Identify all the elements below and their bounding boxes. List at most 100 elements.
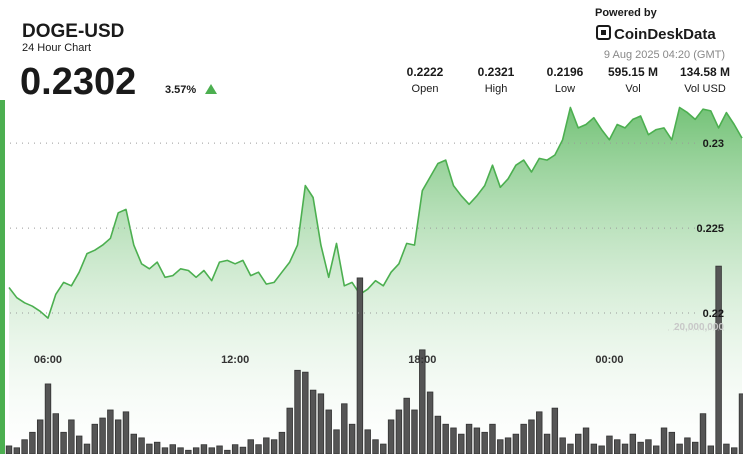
volume-bar xyxy=(75,435,83,454)
stat-value: 134.58 M xyxy=(680,65,730,79)
volume-bar xyxy=(68,419,75,454)
chart-title: DOGE-USD xyxy=(22,21,124,42)
volume-bar xyxy=(356,277,364,454)
volume-bar xyxy=(465,423,473,454)
volume-bar xyxy=(434,415,442,454)
volume-bar xyxy=(286,407,293,454)
volume-bar xyxy=(60,431,67,454)
volume-bar xyxy=(668,431,676,454)
stat-value: 595.15 M xyxy=(608,65,658,79)
volume-bar xyxy=(528,419,535,454)
volume-bar xyxy=(598,445,605,454)
volume-bar xyxy=(653,445,660,454)
volume-bar xyxy=(590,443,598,454)
volume-bar xyxy=(582,427,590,454)
y-tick-label: 0.225 xyxy=(696,223,724,235)
stat-label: Vol xyxy=(625,83,640,95)
volume-bar xyxy=(302,371,309,454)
volume-bar xyxy=(614,439,621,454)
volume-bar xyxy=(387,419,395,454)
volume-bar xyxy=(699,413,707,454)
volume-bar xyxy=(715,265,722,454)
volume-bar xyxy=(473,427,481,454)
volume-bar xyxy=(177,447,184,454)
volume-bar xyxy=(122,411,130,454)
x-tick-label: 18:00 xyxy=(408,354,436,366)
volume-bar xyxy=(278,431,286,454)
volume-bar xyxy=(216,445,223,454)
volume-bar xyxy=(44,383,52,454)
volume-bar xyxy=(458,433,465,454)
volume-bar xyxy=(208,447,215,454)
volume-bar xyxy=(660,427,668,454)
volume-bar xyxy=(146,443,153,454)
volume-bar xyxy=(192,447,200,454)
stat-value: 0.2222 xyxy=(407,65,444,79)
volume-bar xyxy=(645,439,652,454)
volume-bar xyxy=(224,449,231,454)
volume-bar xyxy=(637,441,644,454)
volume-bar xyxy=(52,413,59,454)
volume-bar xyxy=(707,445,715,454)
volume-bar xyxy=(239,446,247,454)
volume-bar xyxy=(114,419,122,454)
brand-logo xyxy=(596,25,611,40)
y-tick-label: 0.22 xyxy=(703,308,724,320)
volume-bar xyxy=(263,437,270,454)
volume-bar xyxy=(567,443,574,454)
powered-by: Powered by xyxy=(595,7,658,19)
logo-icon xyxy=(601,30,606,35)
accent-bar xyxy=(0,100,5,454)
volume-bar xyxy=(426,391,434,454)
volume-bar xyxy=(83,443,91,454)
volume-bar xyxy=(692,441,699,454)
current-price: 0.2302 xyxy=(20,61,136,103)
volume-bar xyxy=(270,439,278,454)
volume-bar xyxy=(91,423,98,454)
volume-bar xyxy=(21,439,28,454)
volume-bar xyxy=(247,439,254,454)
volume-bar xyxy=(255,444,262,454)
brand-name: CoinDeskData xyxy=(614,26,716,43)
stats: 0.2222 Open 0.2321 High 0.2196 Low 595.15 M Vol… xyxy=(407,65,730,95)
volume-bar xyxy=(200,444,208,454)
volume-bar xyxy=(153,441,161,454)
volume-bar xyxy=(348,423,356,454)
volume-bar xyxy=(606,435,613,454)
price-change: 3.57% xyxy=(165,84,196,96)
price-line xyxy=(8,106,743,319)
volume-bar xyxy=(684,437,691,454)
volume-bar xyxy=(730,447,738,454)
y2-tick-label: 20,000,000 xyxy=(674,322,724,333)
volume-bar xyxy=(442,423,449,454)
volume-bar xyxy=(380,443,387,454)
volume-bar xyxy=(309,389,317,454)
volume-bar xyxy=(676,443,683,454)
volume-bar xyxy=(481,431,488,454)
volume-bar xyxy=(489,423,496,454)
volume-bar xyxy=(738,393,743,454)
stat-label: High xyxy=(485,83,508,95)
volume-bar xyxy=(107,409,114,454)
timestamp: 9 Aug 2025 04:20 (GMT) xyxy=(604,49,725,61)
volume-bar xyxy=(450,427,457,454)
chart-subtitle: 24 Hour Chart xyxy=(22,42,91,54)
x-tick-label: 12:00 xyxy=(221,354,249,366)
volume-bar xyxy=(543,433,551,454)
volume-bar xyxy=(294,369,301,454)
volume-bar xyxy=(185,449,192,454)
volume-bar xyxy=(520,423,527,454)
volume-bar xyxy=(138,437,145,454)
volume-bar xyxy=(621,443,629,454)
plot-area: 0.22 0.225 0.23 20,000,000 06:00 12:00 18:00 00… xyxy=(5,106,743,454)
volume-bar xyxy=(99,417,106,454)
logo-icon xyxy=(596,25,611,40)
volume-bar xyxy=(497,439,504,454)
volume-bar xyxy=(325,409,332,454)
volume-bar xyxy=(169,444,176,454)
volume-bar xyxy=(504,437,512,454)
volume-bar xyxy=(536,411,543,454)
volume-bar xyxy=(130,433,137,454)
volume-bar xyxy=(575,433,582,454)
volume-bar xyxy=(723,443,730,454)
